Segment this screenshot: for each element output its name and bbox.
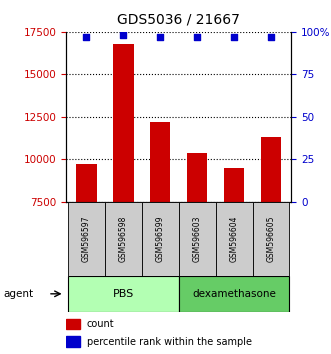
Bar — [113, 44, 133, 202]
Point — [84, 34, 89, 40]
Text: count: count — [87, 319, 115, 329]
Point — [158, 34, 163, 40]
Bar — [66, 336, 80, 347]
Bar — [66, 319, 80, 329]
Point — [268, 34, 274, 40]
Bar — [187, 153, 207, 202]
Point — [231, 34, 237, 40]
Text: GSM596605: GSM596605 — [266, 216, 275, 262]
Bar — [150, 122, 170, 202]
Bar — [76, 164, 97, 202]
Bar — [68, 276, 179, 312]
Bar — [142, 202, 179, 276]
Bar — [224, 168, 244, 202]
Bar — [68, 202, 105, 276]
Text: GDS5036 / 21667: GDS5036 / 21667 — [117, 12, 240, 27]
Text: agent: agent — [3, 289, 33, 299]
Bar — [179, 202, 215, 276]
Text: GSM596597: GSM596597 — [82, 216, 91, 262]
Text: GSM596599: GSM596599 — [156, 216, 165, 262]
Bar — [261, 137, 281, 202]
Point — [121, 33, 126, 38]
Text: percentile rank within the sample: percentile rank within the sample — [87, 337, 252, 347]
Text: GSM596598: GSM596598 — [119, 216, 128, 262]
Point — [195, 34, 200, 40]
Text: GSM596603: GSM596603 — [193, 216, 202, 262]
Bar — [215, 202, 253, 276]
Text: GSM596604: GSM596604 — [230, 216, 239, 262]
Text: PBS: PBS — [113, 289, 134, 299]
Text: dexamethasone: dexamethasone — [192, 289, 276, 299]
Bar — [253, 202, 289, 276]
Bar — [179, 276, 289, 312]
Bar — [105, 202, 142, 276]
